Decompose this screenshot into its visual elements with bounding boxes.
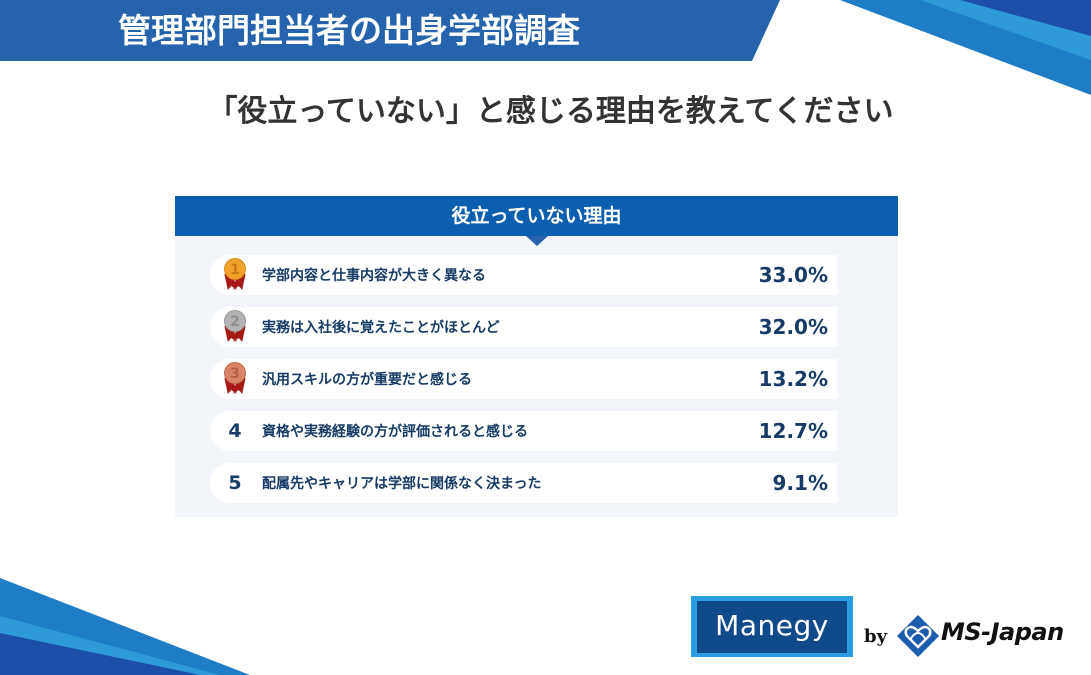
row-value: 13.2% bbox=[758, 367, 828, 391]
rank-1: 1 bbox=[210, 255, 260, 295]
result-row: 5 配属先やキャリアは学部に関係なく決まった 9.1% bbox=[210, 463, 837, 503]
row-value: 9.1% bbox=[772, 471, 828, 495]
rank-4: 4 bbox=[228, 420, 242, 442]
row-value: 12.7% bbox=[758, 419, 828, 443]
result-row: 2 実務は入社後に覚えたことがほとんど 32.0% bbox=[210, 307, 837, 347]
manegy-logo: Manegy bbox=[697, 601, 847, 653]
row-label: 汎用スキルの方が重要だと感じる bbox=[262, 372, 472, 388]
row-label: 配属先やキャリアは学部に関係なく決まった bbox=[262, 476, 542, 492]
down-arrow-icon bbox=[526, 236, 548, 246]
result-row: 4 資格や実務経験の方が評価されると感じる 12.7% bbox=[210, 411, 837, 451]
rank-5: 5 bbox=[228, 472, 242, 494]
top-right-decoration bbox=[840, 0, 1091, 95]
page-title: 管理部門担当者の出身学部調査 bbox=[118, 11, 580, 50]
ms-japan-wordmark: MS-Japan bbox=[941, 618, 1064, 646]
row-label: 実務は入社後に覚えたことがほとんど bbox=[262, 320, 500, 336]
row-label: 学部内容と仕事内容が大きく異なる bbox=[262, 268, 486, 284]
silver-medal-icon: 2 bbox=[222, 310, 248, 344]
bronze-medal-icon: 3 bbox=[222, 362, 248, 396]
row-label: 資格や実務経験の方が評価されると感じる bbox=[262, 424, 528, 440]
by-text: by bbox=[864, 626, 888, 647]
result-row: 3 汎用スキルの方が重要だと感じる 13.2% bbox=[210, 359, 837, 399]
row-value: 33.0% bbox=[758, 263, 828, 287]
panel-header: 役立っていない理由 bbox=[175, 196, 898, 236]
survey-question: 「役立っていない」と感じる理由を教えてください bbox=[207, 94, 894, 129]
rank-2: 2 bbox=[210, 307, 260, 347]
results-panel: 役立っていない理由 1 学部内容と仕事内容が大きく異なる 33.0% 2 実務は… bbox=[175, 196, 898, 517]
bottom-left-decoration bbox=[0, 578, 250, 675]
rank-3: 3 bbox=[210, 359, 260, 399]
gold-medal-icon: 1 bbox=[222, 258, 248, 292]
row-value: 32.0% bbox=[758, 315, 828, 339]
title-banner bbox=[0, 0, 780, 61]
result-row: 1 学部内容と仕事内容が大きく異なる 33.0% bbox=[210, 255, 837, 295]
ms-japan-logo-icon bbox=[897, 615, 939, 657]
